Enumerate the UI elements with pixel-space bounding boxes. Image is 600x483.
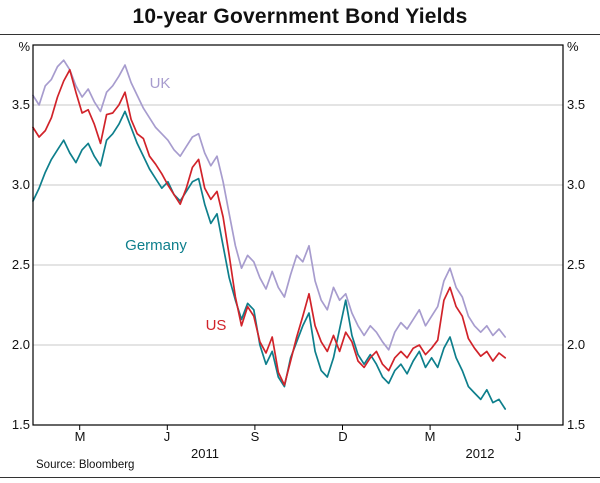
series-label-us: US (205, 317, 227, 334)
footer-divider (0, 477, 600, 478)
series-label-uk: UK (149, 75, 171, 92)
year-label: 2011 (191, 446, 219, 461)
y-axis-label-right: 3.5 (567, 97, 586, 112)
x-axis-tick-label: D (338, 429, 348, 444)
y-axis-label-right: 1.5 (567, 417, 586, 432)
y-axis-label-left: 2.5 (11, 257, 30, 272)
source-note: Source: Bloomberg (36, 459, 135, 471)
series-label-germany: Germany (125, 237, 187, 254)
x-axis-tick-label: J (163, 429, 171, 444)
x-axis-tick-label: M (424, 429, 436, 444)
chart-title: 10-year Government Bond Yields (132, 5, 468, 28)
x-axis-tick-label: J (514, 429, 522, 444)
x-axis-tick-label: M (74, 429, 86, 444)
y-axis-unit-left: % (18, 39, 30, 54)
x-axis-tick-label: S (250, 429, 260, 444)
y-axis-label-right: 2.0 (567, 337, 586, 352)
year-label: 2012 (465, 446, 495, 461)
y-axis-label-left: 2.0 (11, 337, 30, 352)
title-divider (0, 34, 600, 35)
y-axis-label-left: 3.5 (11, 97, 30, 112)
y-axis-label-right: 2.5 (567, 257, 586, 272)
y-axis-label-left: 3.0 (11, 177, 30, 192)
y-axis-unit-right: % (567, 39, 579, 54)
y-axis-label-right: 3.0 (567, 177, 586, 192)
y-axis-label-left: 1.5 (11, 417, 30, 432)
